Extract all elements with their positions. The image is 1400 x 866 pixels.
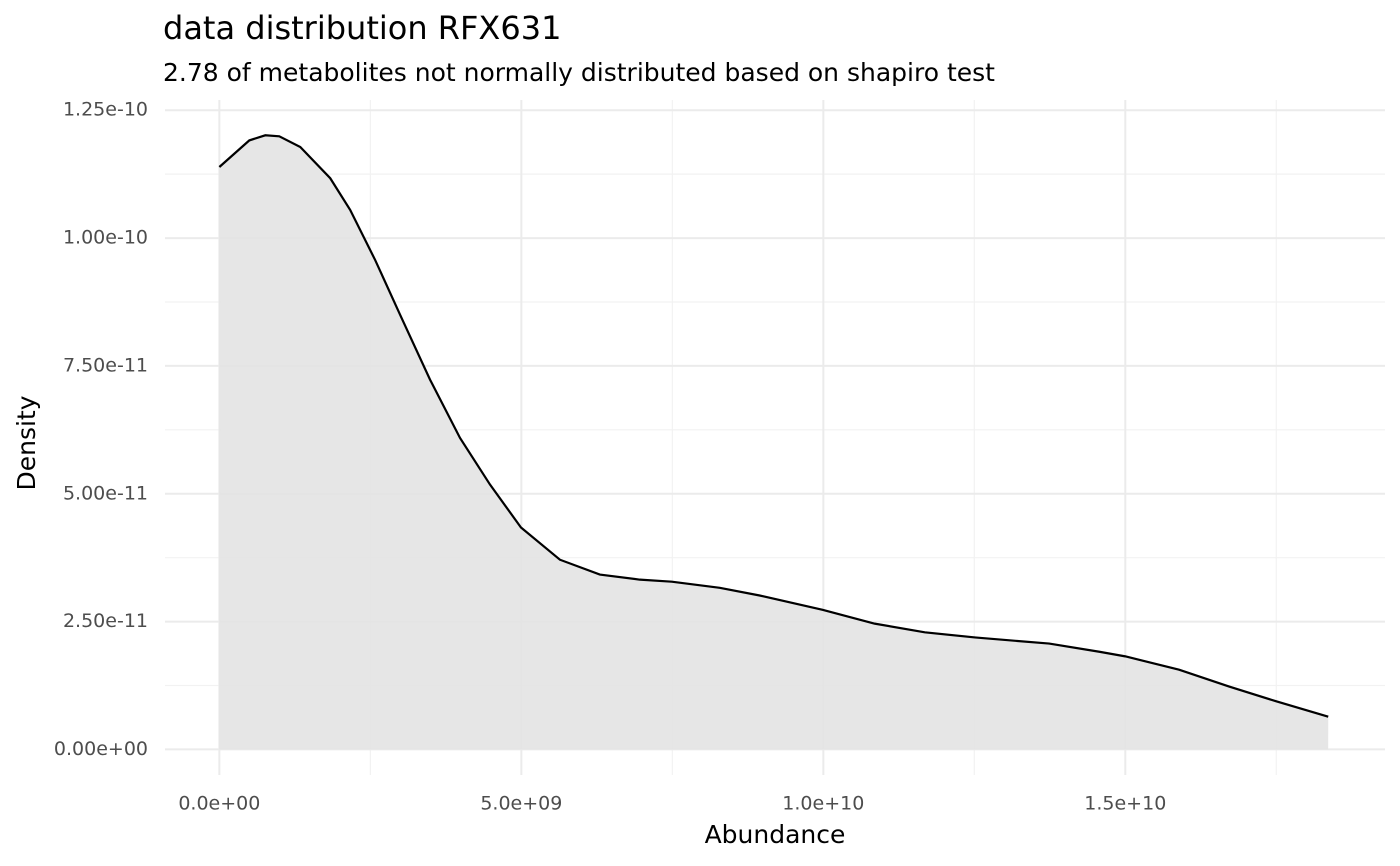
x-axis-label: Abundance <box>705 820 846 849</box>
y-tick-label: 1.25e-10 <box>63 99 148 121</box>
y-tick-label: 5.00e-11 <box>63 482 148 504</box>
x-tick-label: 0.0e+00 <box>178 793 260 815</box>
chart-subtitle: 2.78 of metabolites not normally distrib… <box>163 58 995 87</box>
x-tick-label: 5.0e+09 <box>480 793 562 815</box>
density-line <box>218 134 1329 718</box>
y-tick-label: 7.50e-11 <box>63 354 148 376</box>
y-tick-label: 0.00e+00 <box>54 738 148 760</box>
density-area <box>219 135 1329 750</box>
x-tick-label: 1.5e+10 <box>1084 793 1166 815</box>
y-tick-label: 1.00e-10 <box>63 227 148 249</box>
x-tick-label: 1.0e+10 <box>782 793 864 815</box>
chart-title: data distribution RFX631 <box>163 9 561 47</box>
y-tick-label: 2.50e-11 <box>63 610 148 632</box>
y-axis-label: Density <box>12 395 41 490</box>
